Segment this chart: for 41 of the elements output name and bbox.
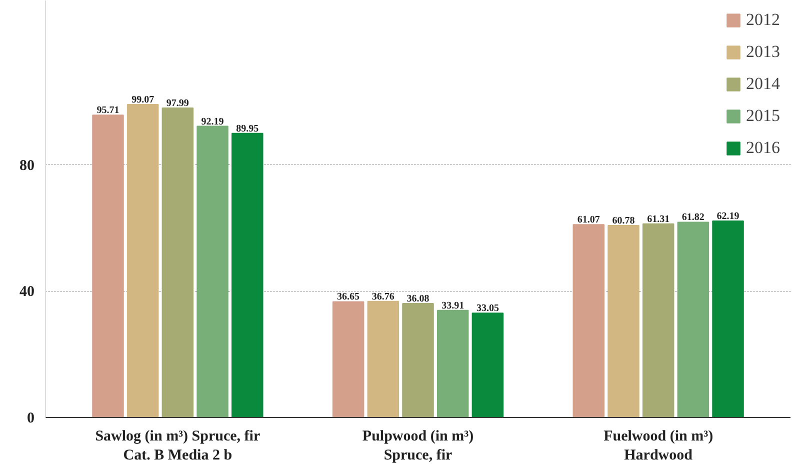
data-label: 95.71 <box>96 105 120 116</box>
data-label: 61.82 <box>682 212 704 224</box>
bar <box>642 223 674 418</box>
data-label: 92.19 <box>201 116 224 128</box>
x-tick-label: Pulpwood (in m³) Spruce, fir <box>362 428 474 464</box>
bar <box>367 300 400 418</box>
data-label: 99.07 <box>132 94 154 106</box>
bar <box>472 312 504 418</box>
data-label: 61.31 <box>647 214 670 225</box>
data-label: 97.99 <box>166 98 189 109</box>
bar <box>436 310 469 418</box>
data-label: 89.95 <box>236 123 259 134</box>
y-tick-label: 80 <box>20 158 34 174</box>
data-label: 33.91 <box>442 300 464 312</box>
x-tick-label: Sawlog (in m³) Spruce, fir Cat. B Media 2 b <box>95 428 260 464</box>
legend-label: 2012 <box>746 10 780 30</box>
bar <box>608 224 640 418</box>
bar <box>196 126 228 418</box>
data-label: 33.05 <box>476 303 499 314</box>
data-label: 36.65 <box>337 292 360 303</box>
bar <box>677 222 710 418</box>
legend-label: 2016 <box>746 138 780 158</box>
bar <box>231 132 264 418</box>
y-tick-label: 0 <box>27 410 34 426</box>
bar <box>332 301 364 418</box>
legend-label: 2013 <box>746 42 780 62</box>
data-label: 62.19 <box>716 211 740 222</box>
data-label: 61.07 <box>577 214 600 226</box>
bar <box>126 104 159 418</box>
y-tick-label: 40 <box>20 284 34 300</box>
bar <box>162 107 194 418</box>
legend-label: 2015 <box>746 106 780 126</box>
data-label: 36.08 <box>406 294 430 305</box>
bar <box>572 224 605 418</box>
legend-label: 2014 <box>746 74 780 94</box>
data-label: 60.78 <box>612 215 635 226</box>
bar <box>92 114 124 418</box>
bar <box>402 303 434 418</box>
bar <box>712 220 744 418</box>
x-tick-label: Fuelwood (in m³) Hardwood <box>604 428 714 464</box>
data-label: 36.76 <box>372 291 394 302</box>
